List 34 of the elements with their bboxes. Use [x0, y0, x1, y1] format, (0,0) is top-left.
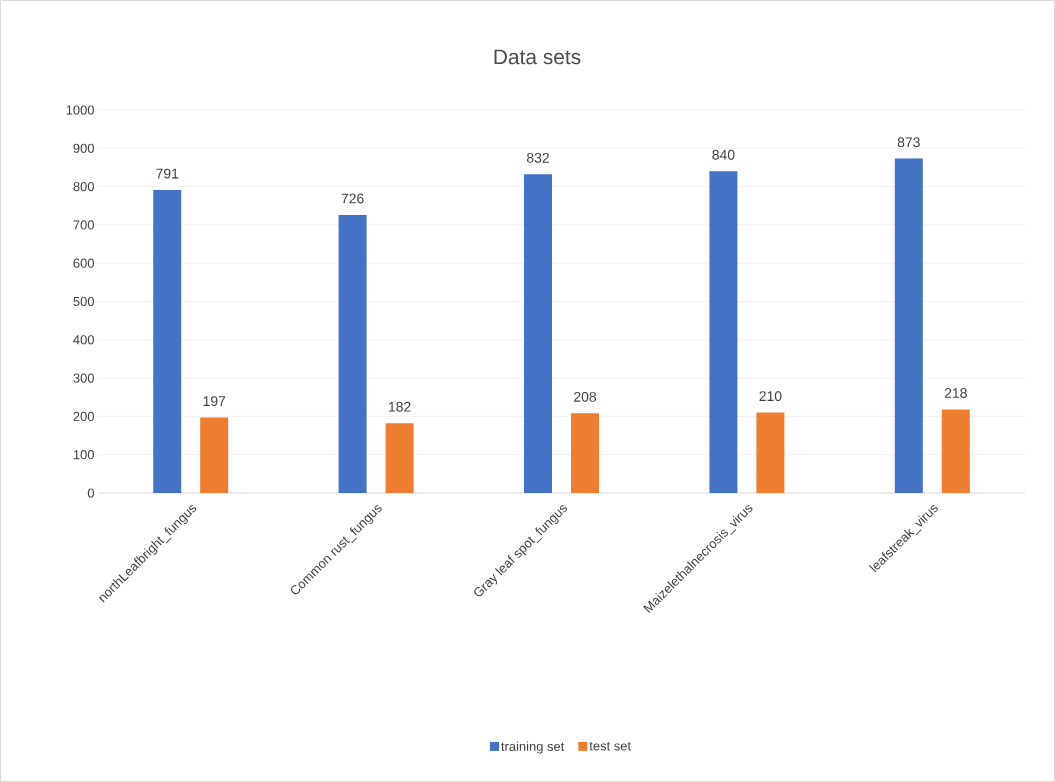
y-tick-label: 0 [87, 488, 94, 498]
y-tick-label: 800 [73, 182, 94, 192]
chart-title: Data sets [494, 49, 581, 65]
data-label: 208 [574, 391, 597, 402]
bar [524, 174, 553, 493]
legend-label: test set [589, 741, 631, 751]
y-tick-label: 700 [73, 220, 94, 230]
y-tick-label: 100 [73, 450, 94, 460]
y-tick-label: 500 [73, 296, 94, 307]
data-label: 873 [897, 137, 920, 148]
y-tick-label: 1000 [66, 105, 94, 115]
data-label: 832 [526, 152, 549, 163]
data-label: 197 [203, 396, 226, 407]
data-label: 840 [712, 149, 735, 160]
data-label: 791 [156, 168, 179, 179]
legend-label: training set [501, 741, 565, 754]
data-label: 182 [389, 401, 411, 412]
data-label: 218 [944, 388, 967, 398]
bar [894, 158, 923, 493]
data-label: 726 [341, 193, 364, 204]
y-tick-label: 400 [73, 335, 94, 345]
bar [385, 423, 414, 493]
bar [941, 409, 970, 493]
bar [571, 413, 600, 493]
y-tick-label: 300 [73, 373, 94, 383]
y-tick-label: 900 [73, 143, 94, 153]
bar [709, 171, 738, 493]
bar [200, 417, 229, 493]
y-tick-label: 600 [73, 258, 94, 268]
bar [756, 412, 785, 493]
bar [338, 214, 367, 493]
y-tick-label: 200 [73, 411, 94, 421]
data-label: 210 [759, 391, 782, 402]
bar [153, 190, 182, 493]
